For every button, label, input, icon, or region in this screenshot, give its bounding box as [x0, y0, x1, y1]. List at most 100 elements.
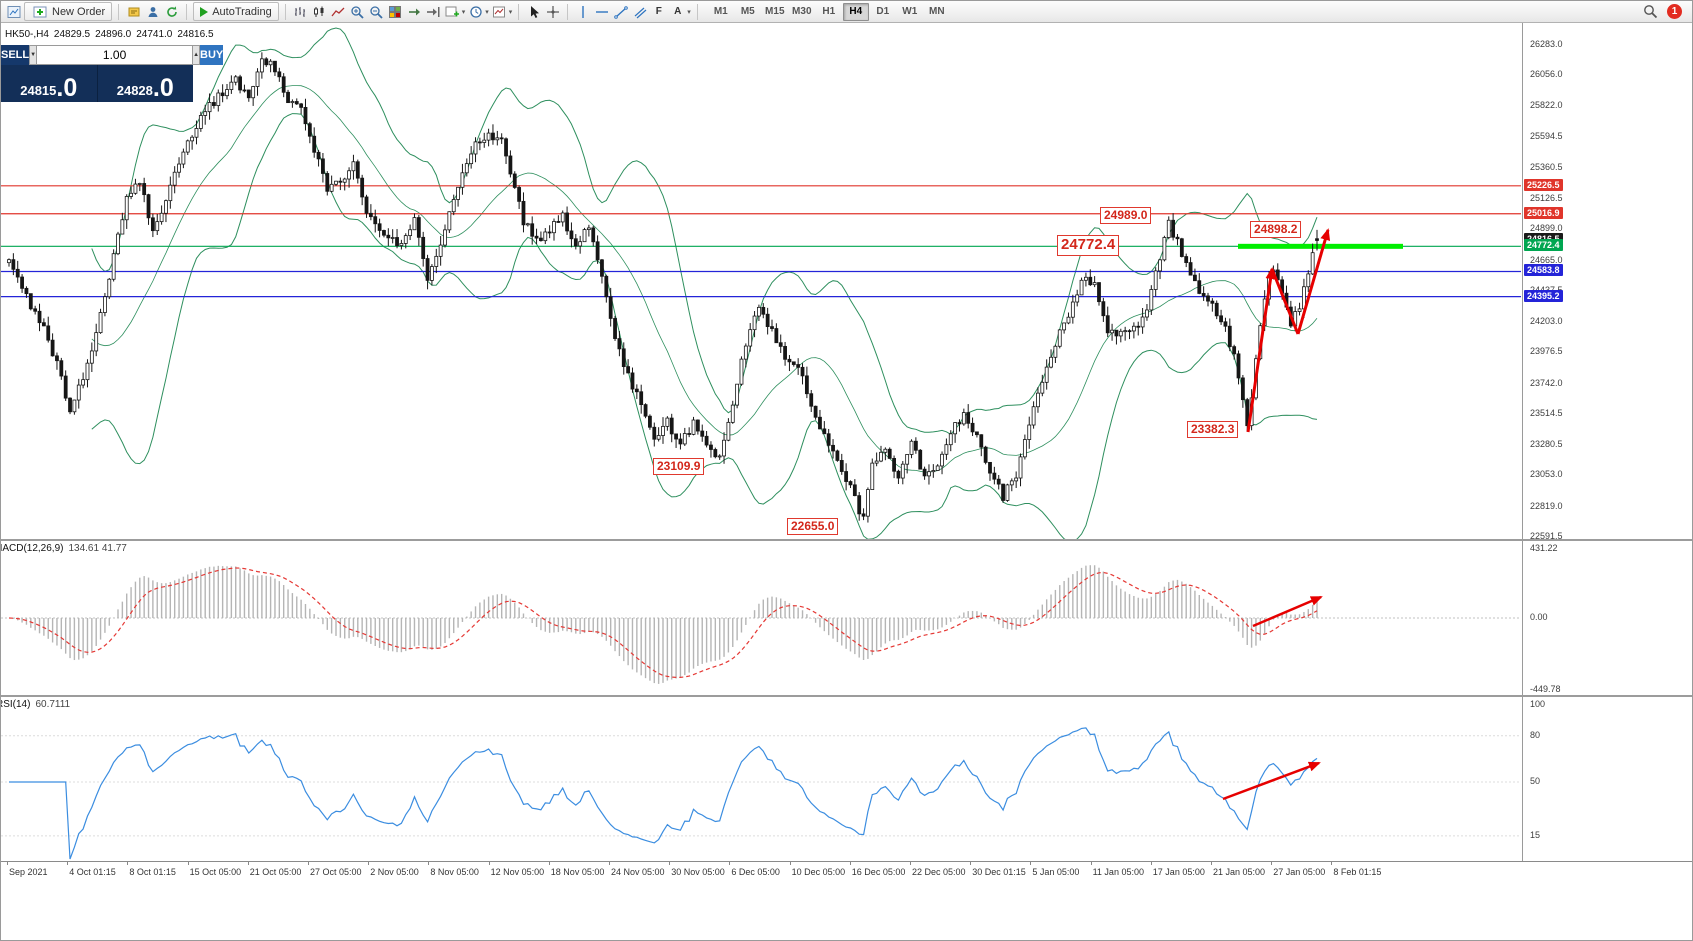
- zoom-out-icon[interactable]: [368, 3, 385, 20]
- main-panel-layer: [1, 27, 1521, 539]
- toolbar-separator: [567, 3, 569, 20]
- buy-button[interactable]: BUY: [200, 45, 224, 65]
- chart-shift-icon[interactable]: [425, 3, 442, 20]
- price-annotation[interactable]: 23109.9: [653, 458, 705, 475]
- price-annotation[interactable]: 24989.0: [1100, 207, 1152, 224]
- chart-window-icon: [5, 3, 22, 20]
- horizontal-line-tool-icon[interactable]: [593, 3, 610, 20]
- timeframe-m30[interactable]: M30: [792, 6, 812, 17]
- price-axis-label: 22819.0: [1530, 500, 1563, 511]
- chart-canvas[interactable]: [1, 23, 1522, 861]
- price-axis-label: 23742.0: [1530, 377, 1563, 388]
- toolbar-separator: [284, 3, 286, 20]
- new-chart-caret-icon[interactable]: ▾: [461, 8, 466, 16]
- date-axis-tick: [548, 862, 550, 865]
- toolbar-separator: [118, 3, 120, 20]
- price-axis-label: 22591.5: [1530, 531, 1563, 541]
- volume-up-button[interactable]: ▲: [192, 45, 201, 65]
- zoom-in-icon[interactable]: [349, 3, 366, 20]
- line-chart-icon[interactable]: [330, 3, 347, 20]
- metaeditor-icon[interactable]: [125, 3, 142, 20]
- price-annotation[interactable]: 24898.2: [1250, 221, 1302, 238]
- timeframe-group: M1 M5 M15 M30 H1 H4 D1 W1 MN: [708, 2, 950, 21]
- date-axis-tick: [1211, 862, 1212, 865]
- cursor-icon[interactable]: [525, 3, 542, 20]
- date-axis-label: 22 Dec 05:00: [912, 867, 966, 877]
- timeframe-h4[interactable]: H4: [842, 2, 869, 21]
- sell-price-big: .0: [56, 73, 78, 102]
- date-axis-label: 10 Dec 05:00: [791, 867, 846, 877]
- timeframe-m1[interactable]: M1: [713, 6, 728, 17]
- price-annotation[interactable]: 22655.0: [787, 518, 839, 535]
- sell-button[interactable]: SELL: [1, 45, 30, 65]
- toolbar-separator: [186, 3, 188, 20]
- date-axis-label: 12 Nov 05:00: [490, 867, 545, 877]
- date-axis-tick: [1150, 862, 1152, 865]
- timeframe-w1[interactable]: W1: [902, 6, 918, 17]
- date-axis-label: 11 Jan 05:00: [1092, 867, 1144, 877]
- date-axis-label: 30 Dec 01:15: [972, 867, 1026, 877]
- volume-input[interactable]: [37, 45, 193, 65]
- bollinger-upper-line: [91, 27, 1318, 435]
- sell-price-small: 24815: [20, 83, 57, 98]
- price-annotation[interactable]: 23382.3: [1187, 421, 1239, 438]
- timeframe-m15[interactable]: M15: [765, 6, 785, 17]
- rsi-axis-label: 50: [1530, 776, 1541, 786]
- price-axis[interactable]: 26283.0 26056.0 25822.0 25594.5 25360.5 25126…: [1522, 23, 1692, 861]
- search-icon[interactable]: [1642, 3, 1659, 20]
- fibonacci-tool-icon[interactable]: F: [655, 6, 662, 17]
- date-axis-tick: [609, 862, 610, 865]
- timeframe-m5[interactable]: M5: [740, 6, 755, 17]
- bars-chart-icon[interactable]: [292, 3, 309, 20]
- macd-axis-label: 0.00: [1530, 612, 1548, 622]
- price-axis-label: 23053.0: [1530, 469, 1563, 480]
- templates-caret-icon[interactable]: ▾: [508, 8, 513, 16]
- timeframe-h1[interactable]: H1: [822, 6, 836, 17]
- autotrading-button[interactable]: AutoTrading: [193, 2, 279, 21]
- rsi-line: [9, 727, 1318, 860]
- date-axis-tick: [7, 862, 8, 865]
- price-axis-label: 24203.0: [1530, 316, 1563, 327]
- market-watch-icon[interactable]: [144, 3, 161, 20]
- tile-windows-icon[interactable]: [387, 3, 404, 20]
- price-axis-label: 25822.0: [1530, 100, 1563, 111]
- volume-down-button[interactable]: ▼: [29, 45, 38, 65]
- candles-layer: [7, 52, 1319, 523]
- channel-tool-icon[interactable]: [631, 3, 648, 20]
- autotrading-label: AutoTrading: [212, 5, 272, 18]
- refresh-icon[interactable]: [163, 3, 180, 20]
- price-axis-label: 23514.5: [1530, 407, 1563, 418]
- autotrading-play-icon: [200, 6, 209, 17]
- price-axis-badge: 24583.8: [1524, 264, 1563, 277]
- crosshair-icon[interactable]: [544, 3, 561, 20]
- new-order-button[interactable]: New Order: [24, 2, 113, 21]
- date-axis-label: 17 Jan 05:00: [1152, 867, 1205, 877]
- timeframe-mn[interactable]: MN: [929, 6, 945, 17]
- sell-price[interactable]: 24815.0: [1, 65, 97, 102]
- timeframe-d1[interactable]: D1: [876, 6, 890, 17]
- panel-separator[interactable]: [1, 695, 1692, 697]
- panel-separator[interactable]: [1, 539, 1692, 541]
- notification-badge[interactable]: 1: [1667, 4, 1682, 19]
- price-annotation[interactable]: 24772.4: [1057, 235, 1120, 256]
- date-axis-label: 30 Nov 05:00: [671, 867, 725, 877]
- auto-scroll-icon[interactable]: [406, 3, 423, 20]
- shapes-caret-icon[interactable]: ▾: [687, 8, 691, 16]
- templates-icon[interactable]: [491, 3, 508, 20]
- bollinger-lower-line: [91, 113, 1318, 539]
- one-click-trading-panel: SELL ▼ ▲ BUY 24815.0 24828.0: [1, 45, 224, 102]
- date-axis[interactable]: Sep 2021 4 Oct 01:15 8 Oct 01:15 15 Oct 05:…: [1, 861, 1692, 882]
- new-chart-icon[interactable]: [444, 3, 461, 20]
- buy-price[interactable]: 24828.0: [97, 65, 193, 102]
- date-axis-tick: [1030, 862, 1032, 865]
- periods-clock-icon[interactable]: [467, 3, 484, 20]
- date-axis-tick: [910, 862, 911, 865]
- text-tool-icon[interactable]: A: [674, 6, 682, 17]
- bollinger-middle-line: [91, 85, 1318, 473]
- vertical-line-tool-icon[interactable]: [574, 3, 591, 20]
- periods-caret-icon[interactable]: ▾: [485, 8, 489, 16]
- price-axis-label: 24665.0: [1530, 254, 1563, 265]
- candlestick-chart-icon[interactable]: [311, 3, 328, 20]
- trendline-tool-icon[interactable]: [612, 3, 629, 20]
